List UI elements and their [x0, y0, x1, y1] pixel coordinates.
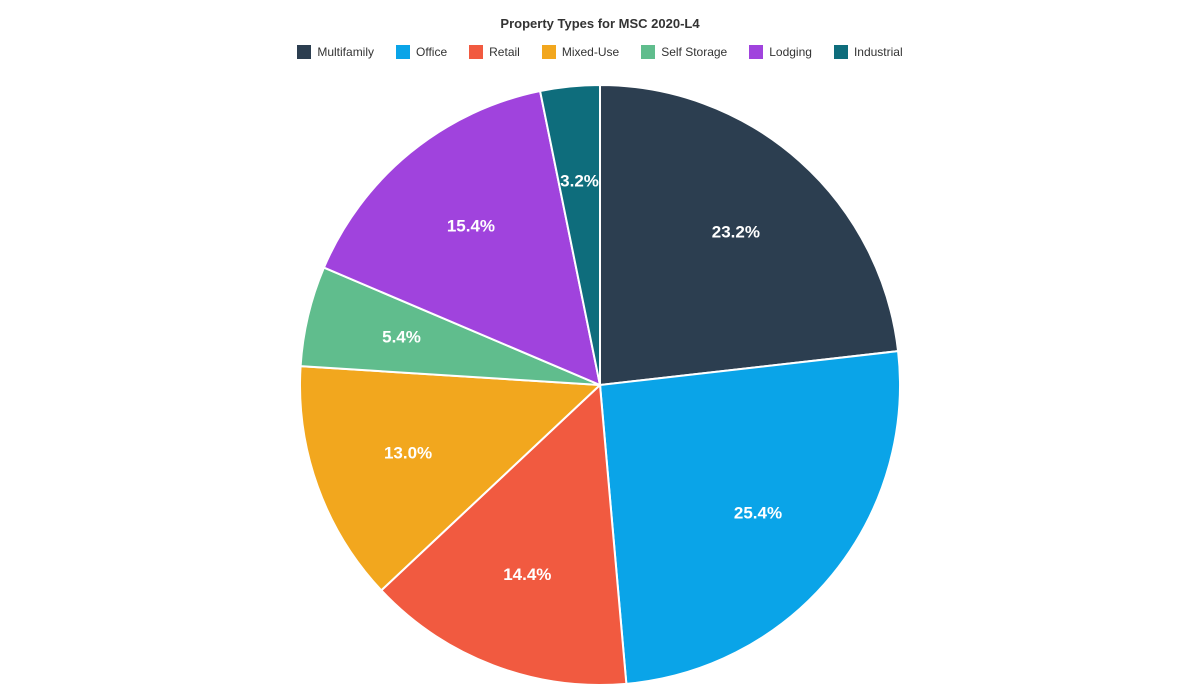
slice-label: 23.2%: [712, 222, 760, 241]
legend-label: Multifamily: [317, 45, 374, 59]
legend-item[interactable]: Office: [396, 45, 447, 59]
legend-swatch: [749, 45, 763, 59]
chart-plot-area: 23.2% 25.4% 14.4% 13.0% 5.4% 15.4% 3.2%: [0, 70, 1200, 700]
legend-swatch: [396, 45, 410, 59]
legend-item[interactable]: Industrial: [834, 45, 903, 59]
slice-label: 5.4%: [382, 327, 421, 346]
legend-item[interactable]: Mixed-Use: [542, 45, 619, 59]
legend-item[interactable]: Lodging: [749, 45, 812, 59]
legend-label: Retail: [489, 45, 520, 59]
slice-label: 25.4%: [734, 504, 782, 523]
legend-label: Office: [416, 45, 447, 59]
legend-swatch: [542, 45, 556, 59]
legend-swatch: [641, 45, 655, 59]
legend-swatch: [469, 45, 483, 59]
legend-item[interactable]: Multifamily: [297, 45, 374, 59]
legend-label: Industrial: [854, 45, 903, 59]
chart-legend: Multifamily Office Retail Mixed-Use Self Sto…: [0, 45, 1200, 59]
legend-item[interactable]: Retail: [469, 45, 520, 59]
chart-container: Property Types for MSC 2020-L4 Multifami…: [0, 0, 1200, 700]
legend-item[interactable]: Self Storage: [641, 45, 727, 59]
legend-label: Mixed-Use: [562, 45, 619, 59]
slice-label: 3.2%: [560, 172, 599, 191]
pie-chart-svg: 23.2% 25.4% 14.4% 13.0% 5.4% 15.4% 3.2%: [290, 75, 910, 695]
legend-label: Self Storage: [661, 45, 727, 59]
legend-label: Lodging: [769, 45, 812, 59]
slice-label: 14.4%: [503, 565, 551, 584]
slice-label: 15.4%: [447, 216, 495, 235]
slice-label: 13.0%: [384, 444, 432, 463]
legend-swatch: [834, 45, 848, 59]
legend-swatch: [297, 45, 311, 59]
chart-title: Property Types for MSC 2020-L4: [0, 0, 1200, 31]
